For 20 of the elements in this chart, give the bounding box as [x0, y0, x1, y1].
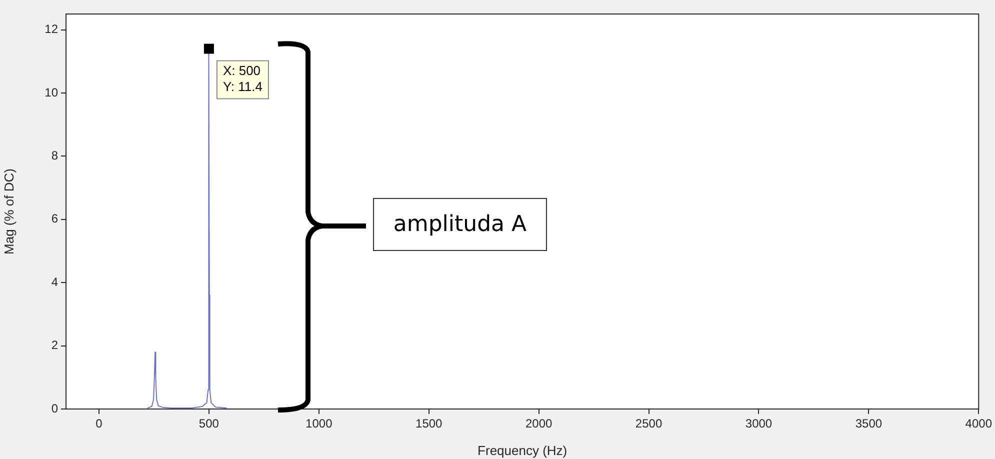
y-axis-title: Mag (% of DC) [1, 168, 16, 254]
x-tick-label: 3000 [745, 416, 772, 431]
y-tick-label: 2 [51, 338, 58, 352]
x-axis-title: Frequency (Hz) [478, 442, 568, 458]
y-tick-label: 4 [51, 274, 58, 289]
x-tick-label: 500 [198, 416, 220, 431]
x-tick-label: 1500 [416, 416, 443, 431]
y-tick-label: 0 [51, 401, 58, 416]
annotation: amplituda A [373, 198, 547, 251]
x-tick-label: 2000 [525, 416, 552, 431]
y-tick-label: 8 [51, 148, 58, 163]
x-tick-label: 4000 [965, 416, 992, 431]
y-tick-label: 12 [44, 22, 58, 36]
x-tick-label: 3500 [855, 416, 882, 431]
y-tick-label: 10 [44, 85, 58, 100]
x-tick-label: 2500 [635, 416, 662, 431]
x-tick-label: 1000 [306, 416, 333, 431]
y-tick-label: 6 [51, 212, 58, 226]
x-tick-label: 0 [96, 416, 103, 431]
annotation: X: 500 Y: 11.4 [222, 62, 262, 94]
